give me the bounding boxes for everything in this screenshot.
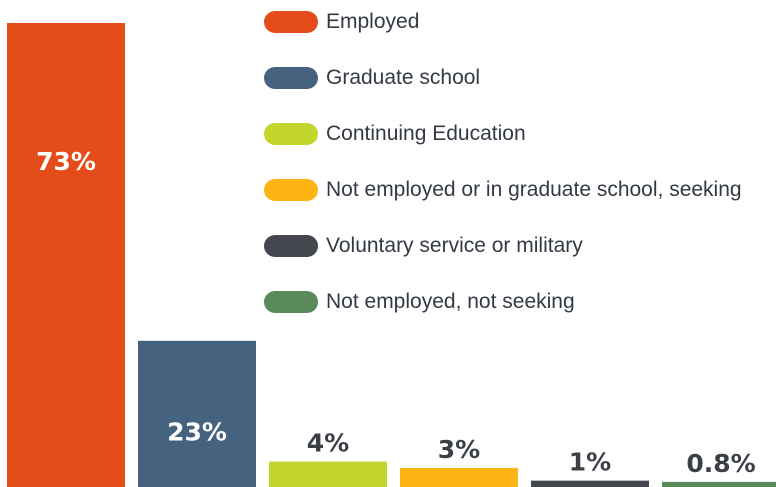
legend-label: Employed bbox=[326, 9, 420, 33]
bar-value-label: 23% bbox=[167, 417, 227, 446]
bar-5 bbox=[531, 480, 649, 487]
bar-value-label: 73% bbox=[36, 147, 96, 176]
legend-swatch bbox=[264, 10, 318, 33]
bar-value-label: 1% bbox=[569, 448, 611, 477]
bar-value-label: 3% bbox=[438, 435, 480, 464]
legend-label: Not employed or in graduate school, seek… bbox=[326, 177, 742, 201]
legend-item-continuing-education: Continuing Education bbox=[264, 118, 774, 149]
legend-item-not-employed-not-seeking: Not employed, not seeking bbox=[264, 286, 774, 317]
bar-2 bbox=[138, 340, 256, 487]
bar-value-label: 0.8% bbox=[686, 449, 755, 478]
legend-swatch bbox=[264, 66, 318, 89]
legend-item-not-employed-seeking: Not employed or in graduate school, seek… bbox=[264, 174, 774, 205]
legend-item-graduate-school: Graduate school bbox=[264, 62, 774, 93]
legend-swatch bbox=[264, 290, 318, 313]
bar-value-label: 4% bbox=[307, 429, 349, 458]
legend-swatch bbox=[264, 234, 318, 257]
legend-swatch bbox=[264, 178, 318, 201]
bar-3 bbox=[269, 461, 387, 487]
legend-label: Continuing Education bbox=[326, 121, 526, 145]
legend-swatch bbox=[264, 122, 318, 145]
legend-item-employed: Employed bbox=[264, 6, 774, 37]
legend-label: Not employed, not seeking bbox=[326, 289, 575, 313]
legend-label: Graduate school bbox=[326, 65, 481, 89]
bar-1 bbox=[7, 23, 125, 487]
bar-4 bbox=[400, 467, 518, 487]
legend: Employed Graduate school Continuing Educ… bbox=[264, 6, 774, 342]
bar-6 bbox=[662, 481, 776, 487]
legend-item-voluntary-service: Voluntary service or military bbox=[264, 230, 774, 261]
legend-label: Voluntary service or military bbox=[326, 233, 583, 257]
